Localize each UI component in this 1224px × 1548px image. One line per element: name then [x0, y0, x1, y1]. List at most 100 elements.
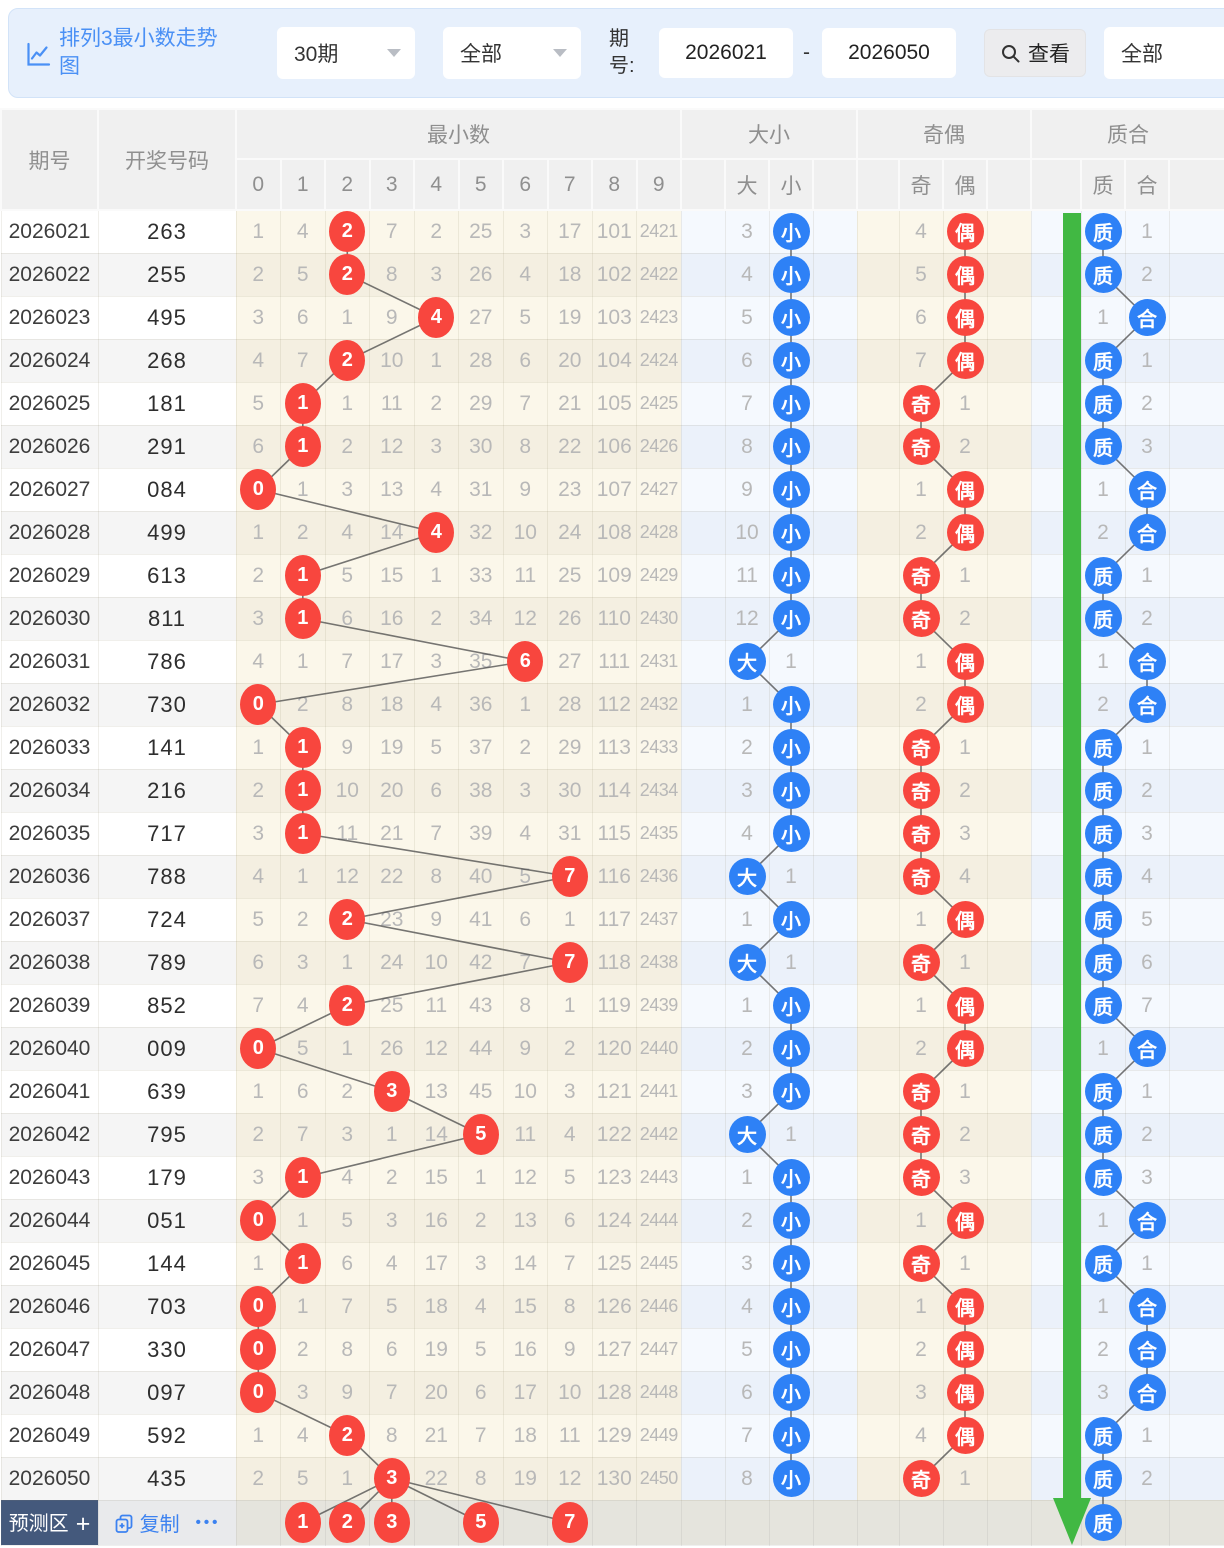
min-number-circle: 0 — [240, 1329, 277, 1370]
sub-header: 奇 — [898, 158, 944, 211]
miss-cell: 4 — [413, 467, 459, 512]
miss-cell: 19 — [547, 295, 593, 340]
min-number-circle: 7 — [551, 942, 588, 983]
prediction-circle: 2 — [329, 1502, 366, 1543]
dx-circle: 小 — [772, 299, 810, 336]
miss-cell: 2425 — [636, 381, 682, 426]
miss-cell: 38 — [458, 768, 504, 813]
miss-cell: 25 — [458, 209, 504, 254]
digit-header-3: 3 — [368, 158, 415, 211]
min-number-circle: 1 — [284, 555, 321, 596]
table-row: 2026030 811 3 1 6 16 2 34 12 26 110 2430 12 小奇 2 质 2 — [0, 596, 1224, 641]
miss-cell: 14 — [413, 1112, 459, 1157]
period-from-input[interactable] — [659, 28, 793, 78]
miss-cell: 1 — [324, 1456, 370, 1501]
miss-cell: 8 — [502, 424, 548, 469]
right-type-select[interactable]: 全部 — [1104, 27, 1224, 79]
min-cell: 2 — [324, 983, 370, 1028]
miss-cell: 130 — [591, 1456, 637, 1501]
miss-cell: 7 — [502, 381, 548, 426]
miss-cell: 1 — [280, 1284, 326, 1329]
miss-cell: 1 — [235, 510, 281, 555]
miss-cell: 44 — [458, 1026, 504, 1071]
miss-cell: 41 — [458, 897, 504, 942]
copy-button[interactable]: 复制 — [139, 1514, 180, 1536]
plus-icon: + — [75, 1509, 91, 1538]
table-row: 2026044 051 0 1 5 3 16 2 13 6 124 2444 2 小 1 偶 1 合 — [0, 1198, 1224, 1243]
miss-cell: 101 — [591, 209, 637, 254]
dx-circle: 小 — [772, 772, 810, 809]
period-cell: 2026037 — [0, 897, 99, 942]
miss-cell: 2434 — [636, 768, 682, 813]
prediction-area-button[interactable]: 预测区 + — [0, 1499, 99, 1546]
min-number-circle: 1 — [284, 813, 321, 854]
miss-cell: 1 — [458, 1155, 504, 1200]
zh-circle: 质 — [1084, 1159, 1122, 1196]
type-value: 全部 — [460, 43, 502, 66]
type-select[interactable]: 全部 — [443, 27, 581, 79]
miss-cell: 12 — [369, 424, 415, 469]
period-cell: 2026047 — [0, 1327, 99, 1372]
digit-header-1: 1 — [279, 158, 326, 211]
miss-cell: 7 — [280, 338, 326, 383]
miss-cell: 2 — [502, 725, 548, 770]
min-number-circle: 1 — [284, 426, 321, 467]
jo-circle: 偶 — [946, 342, 984, 379]
miss-cell: 2 — [235, 1112, 281, 1157]
sub-header — [1030, 158, 1082, 211]
miss-cell: 124 — [591, 1198, 637, 1243]
miss-cell: 103 — [591, 295, 637, 340]
period-count-select[interactable]: 30期 — [277, 27, 415, 79]
digit-header-5: 5 — [457, 158, 504, 211]
jo-circle: 奇 — [902, 815, 940, 852]
period-cell: 2026049 — [0, 1413, 99, 1458]
period-range-label: 期号: — [609, 28, 635, 77]
miss-cell: 10 — [413, 940, 459, 985]
group-header-daxiao: 大小 — [680, 108, 858, 160]
view-button[interactable]: 查看 — [984, 29, 1086, 77]
jo-circle: 偶 — [946, 643, 984, 680]
miss-cell: 7 — [502, 940, 548, 985]
miss-cell: 9 — [324, 725, 370, 770]
period-cell: 2026030 — [0, 596, 99, 641]
number-cell: 811 — [97, 596, 237, 641]
miss-cell: 3 — [502, 768, 548, 813]
sub-header: 合 — [1124, 158, 1170, 211]
miss-cell: 9 — [369, 295, 415, 340]
miss-cell: 8 — [369, 1413, 415, 1458]
miss-cell: 17 — [547, 209, 593, 254]
miss-cell: 13 — [369, 467, 415, 512]
period-cell: 2026027 — [0, 467, 99, 512]
min-number-circle: 2 — [329, 1415, 366, 1456]
zh-circle: 质 — [1084, 256, 1122, 293]
jo-circle: 偶 — [946, 471, 984, 508]
zh-circle: 合 — [1128, 1030, 1166, 1067]
min-cell: 2 — [324, 338, 370, 383]
miss-cell: 24 — [547, 510, 593, 555]
min-number-circle: 2 — [329, 340, 366, 381]
sub-header — [812, 158, 858, 211]
miss-cell: 2 — [413, 596, 459, 641]
min-number-circle: 0 — [240, 1372, 277, 1413]
period-to-input[interactable] — [822, 28, 956, 78]
table-row: 2026041 639 1 6 2 3 13 45 10 3 121 2441 3 小奇 1 质 1 — [0, 1069, 1224, 1114]
jo-circle: 奇 — [902, 858, 940, 895]
min-cell: 2 — [324, 897, 370, 942]
more-button[interactable]: ••• — [195, 1514, 221, 1531]
miss-cell: 1 — [324, 940, 370, 985]
view-button-label: 查看 — [1028, 43, 1070, 66]
prediction-circle: 5 — [462, 1502, 499, 1543]
digit-header-2: 2 — [324, 158, 371, 211]
min-number-circle: 2 — [329, 254, 366, 295]
min-cell: 0 — [235, 1198, 281, 1243]
number-cell: 592 — [97, 1413, 237, 1458]
miss-cell: 5 — [280, 1026, 326, 1071]
miss-cell: 2431 — [636, 639, 682, 684]
miss-cell: 1 — [280, 1198, 326, 1243]
miss-cell: 7 — [369, 1370, 415, 1415]
min-cell: 1 — [280, 596, 326, 641]
zh-circle: 质 — [1084, 901, 1122, 938]
min-number-circle: 2 — [329, 211, 366, 253]
miss-cell: 10 — [502, 1069, 548, 1114]
jo-circle: 奇 — [902, 729, 940, 766]
